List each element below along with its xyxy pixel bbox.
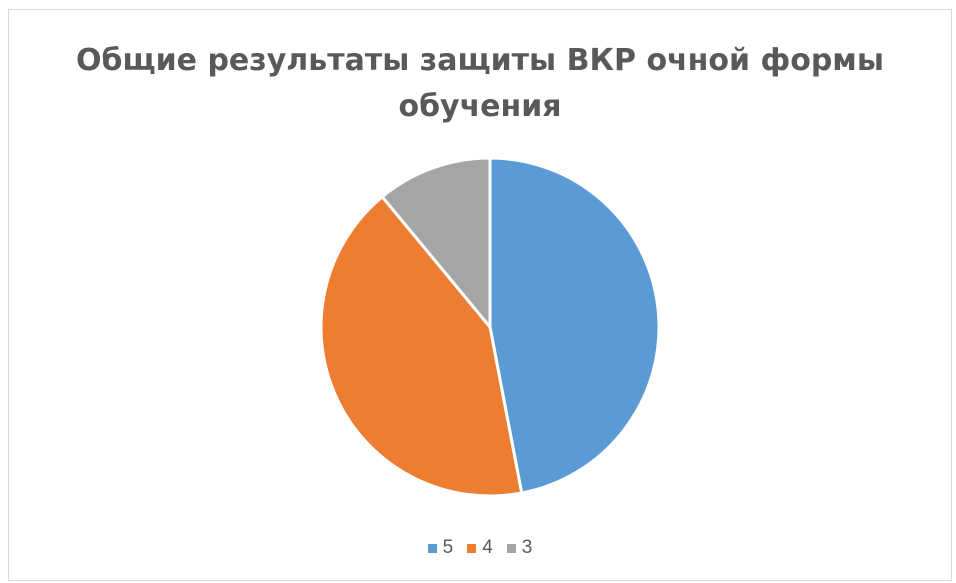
legend-swatch-5 <box>427 543 437 553</box>
legend-item-5: 5 <box>427 537 454 559</box>
legend-swatch-4 <box>467 543 477 553</box>
chart-title: Общие результаты защиты ВКР очной формы … <box>9 38 951 130</box>
legend-label-3: 3 <box>521 537 533 558</box>
legend-label-4: 4 <box>482 537 493 558</box>
legend-label-5: 5 <box>442 537 454 558</box>
chart-title-line-1: Общие результаты защиты ВКР очной формы <box>76 43 884 78</box>
pie-slice-3 <box>380 156 492 329</box>
legend-swatch-3 <box>506 543 516 553</box>
chart-frame: Общие результаты защиты ВКР очной формы … <box>8 9 952 581</box>
chart-title-line-2: обучения <box>398 89 562 124</box>
chart-legend: 5 4 3 <box>9 537 951 559</box>
pie-chart <box>319 156 661 498</box>
legend-item-4: 4 <box>467 537 493 559</box>
pie-slice-5 <box>488 156 661 495</box>
legend-item-3: 3 <box>506 537 533 559</box>
pie-slice-4 <box>319 195 524 498</box>
